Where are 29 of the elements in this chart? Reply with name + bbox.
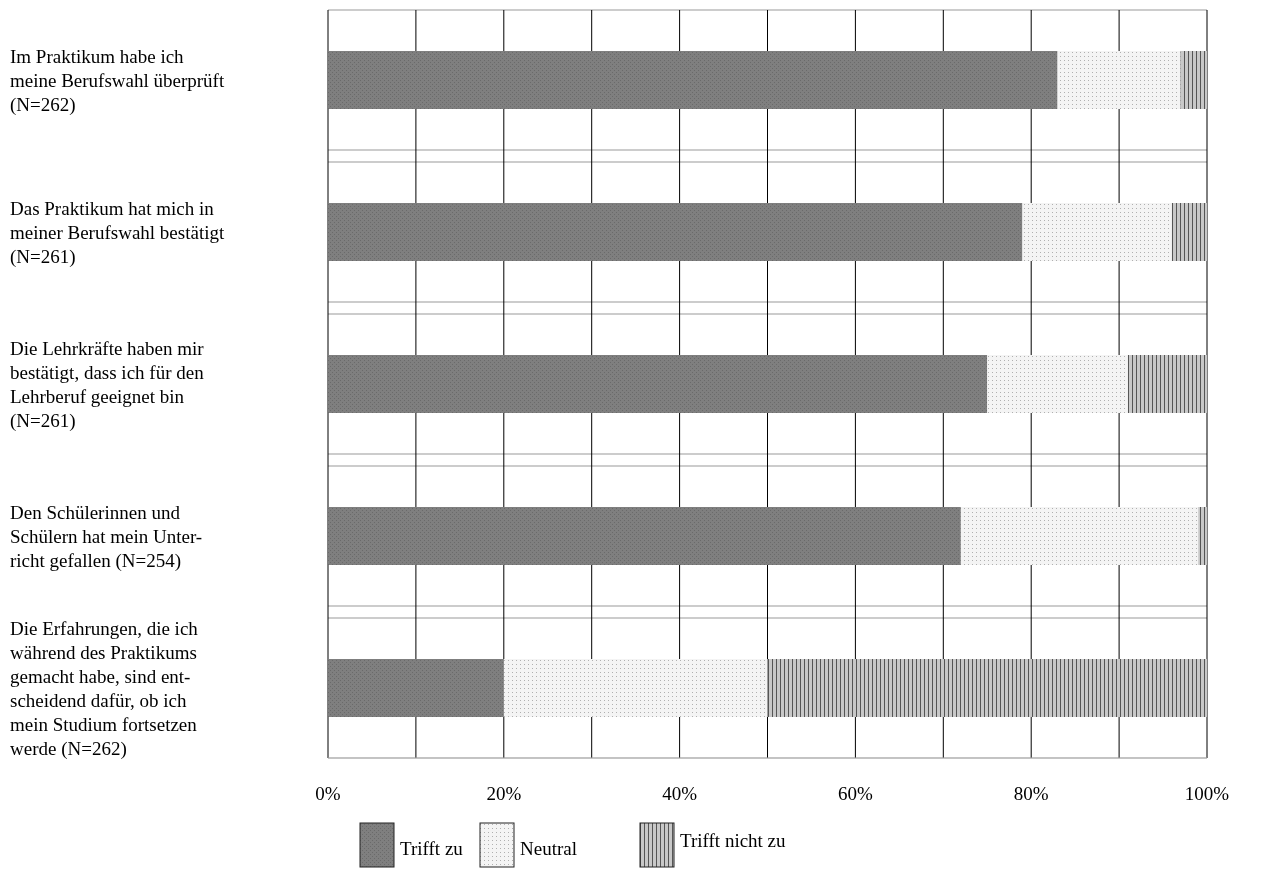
y-tick-label: Das Praktikum hat mich in meiner Berufswahl bestätigt (N=261) bbox=[10, 198, 225, 268]
bar bbox=[1180, 51, 1207, 109]
y-tick-label: Die Lehrkräfte haben mir bestätigt, dass ich für den Lehrberuf geeignet bin (N=261) bbox=[10, 338, 205, 432]
bar bbox=[1127, 355, 1207, 413]
bar bbox=[328, 659, 504, 717]
y-tick-label: Im Praktikum habe ich meine Berufswahl überprüft (N=262) bbox=[10, 46, 225, 116]
x-tick-label: 40% bbox=[662, 783, 698, 804]
bar bbox=[503, 659, 768, 717]
bar bbox=[1057, 51, 1181, 109]
y-tick-label: Den Schülerinnen und Schülern hat mein Unter- richt gefallen (N=254) bbox=[10, 502, 203, 572]
bar bbox=[328, 355, 988, 413]
bar bbox=[328, 203, 1023, 261]
x-tick-label: 100% bbox=[1184, 783, 1230, 804]
x-tick-label: 80% bbox=[1013, 783, 1049, 804]
bar bbox=[1198, 507, 1207, 565]
bar bbox=[767, 659, 1207, 717]
bar bbox=[960, 507, 1199, 565]
bar bbox=[987, 355, 1128, 413]
legend-label: Trifft nicht zu bbox=[680, 830, 787, 851]
x-tick-label: 20% bbox=[486, 783, 522, 804]
bar bbox=[328, 507, 961, 565]
x-tick-label: 0% bbox=[315, 783, 341, 804]
bar bbox=[1022, 203, 1172, 261]
bar bbox=[1171, 203, 1207, 261]
x-tick-label: 60% bbox=[837, 783, 873, 804]
y-tick-label: Die Erfahrungen, die ich während des Praktikums gemacht habe, sind ent- scheidend dafür, ob ich mein Studium fortsetzen werde (N=262) bbox=[10, 618, 199, 760]
bar bbox=[328, 51, 1058, 109]
legend-label: Trifft zu bbox=[400, 838, 464, 859]
legend-label: Neutral bbox=[520, 838, 577, 859]
